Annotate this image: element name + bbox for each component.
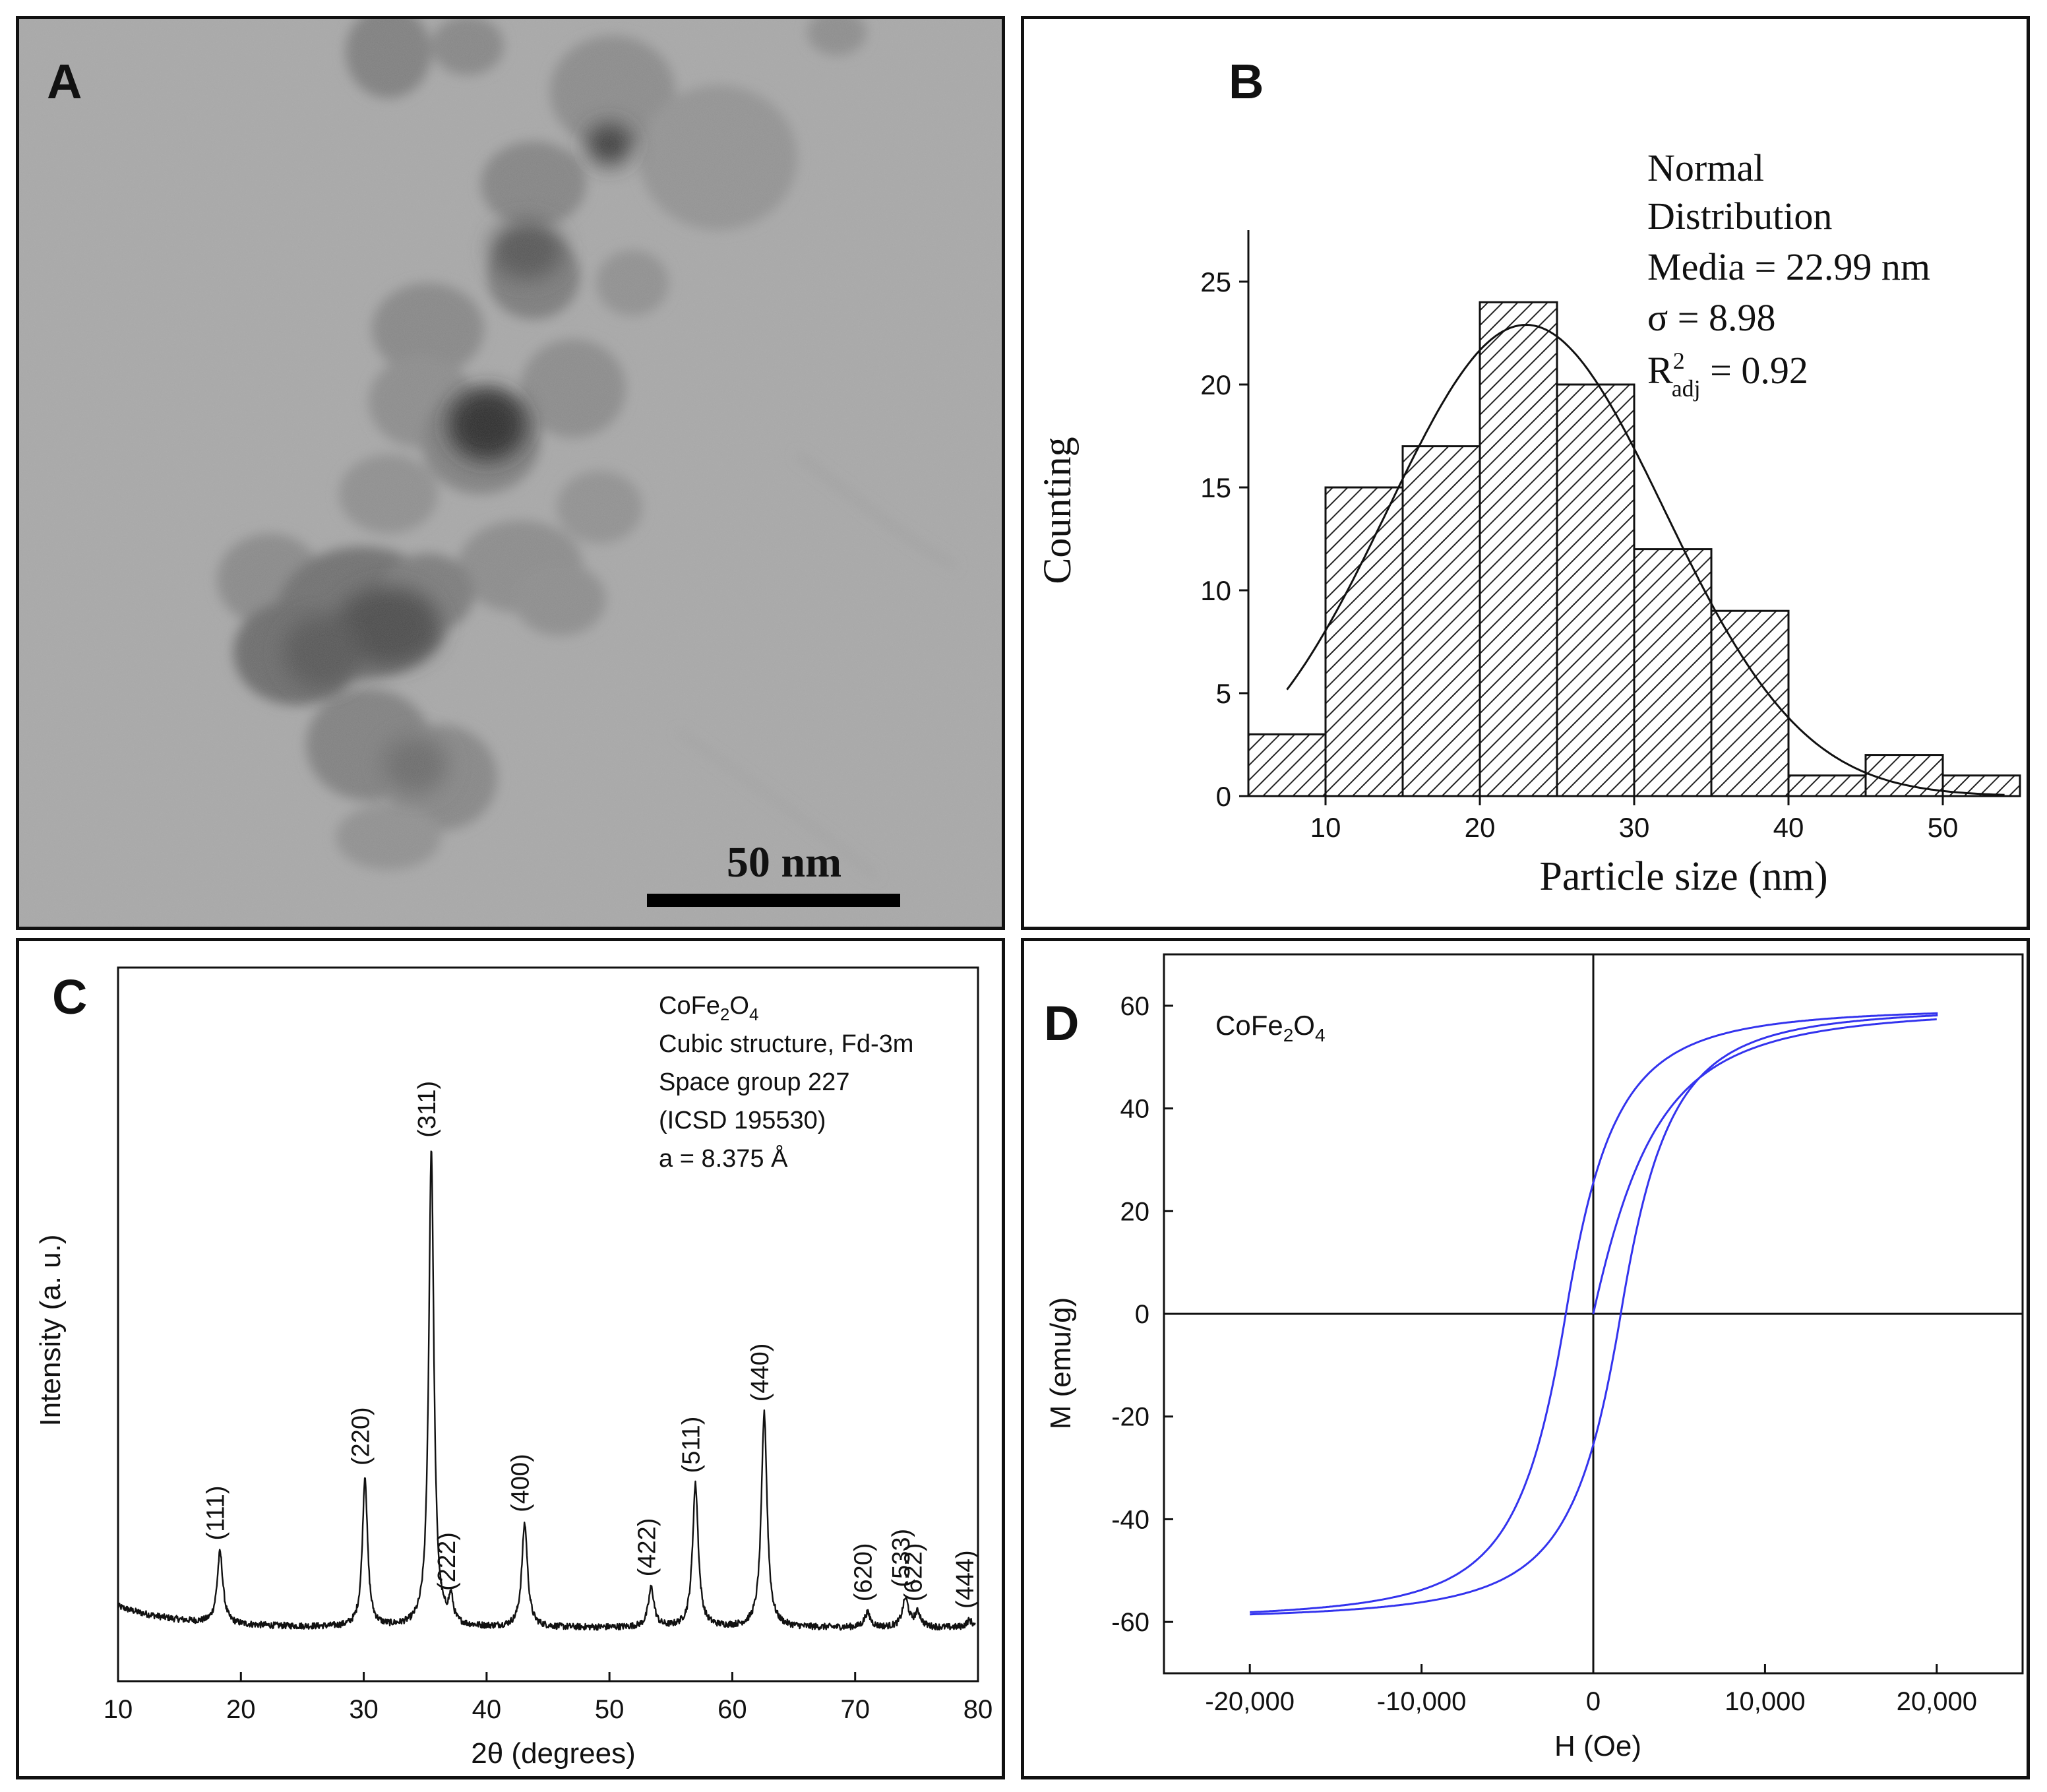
panel-d-letter: D (1044, 996, 1079, 1051)
x-axis-label: 2θ (degrees) (471, 1737, 635, 1770)
tem-noise-overlay (19, 19, 1002, 927)
y-tick-label: -40 (1111, 1505, 1149, 1534)
y-tick-label: 60 (1120, 992, 1150, 1021)
histogram-bar (1247, 733, 1327, 797)
y-tick-label: 20 (1120, 1197, 1150, 1226)
hysteresis-loop (1250, 1012, 1938, 1616)
y-tick-label: -60 (1111, 1608, 1149, 1637)
y-tick-label: -20 (1111, 1403, 1149, 1432)
histogram-chart: B 10 20 30 40 50 0 5 10 15 20 25 Particle size (nm… (1035, 54, 2021, 899)
hysteresis-annotation: CoFe2O4 (1215, 1010, 1326, 1045)
annotation-r2: R2 adj = 0.92 (1647, 348, 1808, 402)
peak-label: (620) (849, 1543, 877, 1601)
x-axis-label: H (Oe) (1554, 1730, 1641, 1762)
annotation-line: (ICSD 195530) (659, 1107, 826, 1134)
peak-label: (422) (633, 1518, 661, 1577)
x-tick-label: 0 (1586, 1687, 1601, 1716)
y-tick-label: 20 (1200, 369, 1231, 400)
panel-c-letter: C (52, 970, 87, 1024)
formula-label: CoFe2O4 (1215, 1010, 1326, 1045)
x-tick-label: -20,000 (1205, 1687, 1295, 1716)
histogram-bar (1556, 383, 1635, 797)
histogram-bar (1401, 445, 1481, 797)
y-tick-label: 5 (1216, 678, 1231, 709)
plot-frame (117, 966, 979, 1683)
annotation-line: Cubic structure, Fd-3m (659, 1030, 913, 1058)
annotation-sigma: σ = 8.98 (1647, 296, 1775, 339)
peak-label: (222) (433, 1532, 461, 1591)
fit-annotation: Normal Distribution Media = 22.99 nm σ =… (1647, 146, 1930, 402)
x-tick-label: 50 (595, 1695, 625, 1724)
annotation-mean: Media = 22.99 nm (1647, 245, 1930, 288)
x-tick-label: 20,000 (1897, 1687, 1977, 1716)
x-tick-label: 20 (226, 1695, 256, 1724)
y-tick-label: 0 (1135, 1300, 1149, 1329)
x-tick-label: 50 (1928, 812, 1959, 843)
histogram-bar (1479, 301, 1558, 797)
tem-image-canvas: A 50 nm (19, 19, 1002, 927)
panel-b-letter: B (1229, 54, 1264, 109)
annotation-line: Space group 227 (659, 1068, 849, 1096)
y-tick-label: 40 (1120, 1095, 1150, 1124)
x-tick-label: 60 (718, 1695, 747, 1724)
initial-magnetization-curve (1592, 1018, 1937, 1314)
scale-bar (647, 894, 900, 907)
x-tick-label: 10,000 (1725, 1687, 1805, 1716)
x-tick-label: 40 (1773, 812, 1804, 843)
peak-label: (440) (747, 1344, 774, 1402)
annotation-line: a = 8.375 Å (659, 1144, 788, 1173)
x-tick-label: 40 (472, 1695, 502, 1724)
y-axis-label: M (emu/g) (1045, 1297, 1077, 1429)
x-tick-label: 20 (1465, 812, 1496, 843)
peak-label: (622) (900, 1543, 928, 1601)
x-tick-label: 80 (963, 1695, 993, 1724)
peak-label: (511) (678, 1417, 706, 1473)
y-tick-label: 10 (1200, 575, 1231, 606)
x-tick-label: 70 (840, 1695, 870, 1724)
x-tick-label: -10,000 (1377, 1687, 1467, 1716)
peak-label: (311) (413, 1081, 441, 1138)
peak-label: (220) (347, 1407, 375, 1466)
xrd-annotation: CoFe2O4 Cubic structure, Fd-3m Space group… (659, 992, 913, 1173)
y-axis-label: Intensity (a. u.) (34, 1234, 67, 1426)
peak-label: (444) (952, 1550, 979, 1609)
hysteresis-chart: D -20,000 -10,000 0 10,000 20,000 -60 -40 -20 0 2… (1044, 953, 2024, 1762)
panel-a-tem-image: A 50 nm (16, 16, 1005, 930)
x-tick-label: 30 (1619, 812, 1650, 843)
x-axis-label: Particle size (nm) (1539, 854, 1827, 899)
y-tick-label: 25 (1200, 266, 1231, 297)
y-tick-label: 15 (1200, 472, 1231, 503)
x-tick-label: 10 (104, 1695, 133, 1724)
x-tick-label: 30 (349, 1695, 379, 1724)
normal-fit-curve (1286, 323, 2005, 796)
panel-d-hysteresis: D -20,000 -10,000 0 10,000 20,000 -60 -40 -20 0 2… (1021, 938, 2030, 1779)
scale-bar-label: 50 nm (727, 838, 841, 886)
xrd-chart: C 10 20 30 40 50 60 70 80 (111) (220) (311) (222) (… (34, 966, 993, 1770)
x-tick-label: 10 (1310, 812, 1341, 843)
panel-b-histogram: B 10 20 30 40 50 0 5 10 15 20 25 Particle size (nm… (1021, 16, 2030, 930)
peak-label: (533) (888, 1529, 915, 1588)
xrd-pattern-line (117, 1150, 976, 1631)
peak-label: (111) (202, 1485, 230, 1540)
histogram-bar (1633, 548, 1713, 797)
peak-label: (400) (507, 1454, 535, 1512)
y-tick-label: 0 (1216, 781, 1231, 812)
histogram-bar (1324, 486, 1404, 797)
panel-a-letter: A (47, 54, 82, 109)
formula-label: CoFe2O4 (659, 992, 758, 1024)
y-axis-label: Counting (1035, 437, 1079, 584)
panel-c-xrd: C 10 20 30 40 50 60 70 80 (111) (220) (311) (222) (… (16, 938, 1005, 1779)
annotation-line1: Normal (1647, 146, 1764, 189)
annotation-line2: Distribution (1647, 195, 1832, 237)
histogram-bar (1787, 774, 1867, 797)
